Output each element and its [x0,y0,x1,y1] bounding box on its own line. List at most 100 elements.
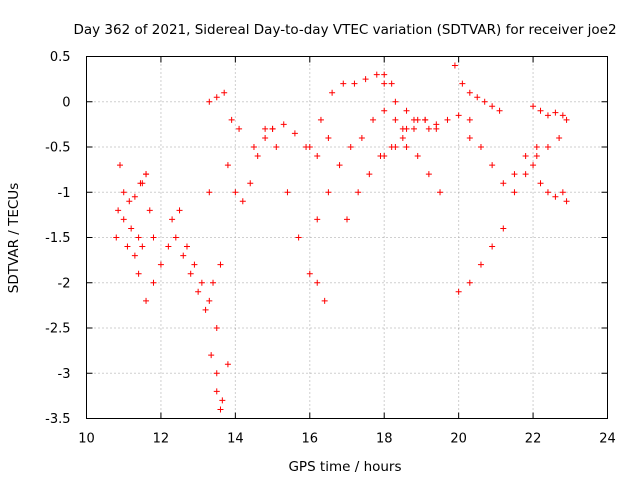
data-point [425,125,432,132]
data-point [198,279,205,286]
y-axis-label: SDTVAR / TECUs [6,183,22,293]
grid [86,56,608,419]
y-tick-label: -1.5 [45,231,70,246]
x-tick-label: 22 [525,432,542,447]
y-tick-label: -1 [58,186,71,201]
data-point [530,162,537,169]
data-point [399,125,406,132]
series-arc-7 [206,89,243,132]
data-point [210,279,217,286]
data-point [250,144,257,150]
data-point [455,288,462,295]
data-point [254,153,261,160]
data-point [489,162,496,169]
series-arc-2 [115,171,150,214]
data-point [466,116,473,123]
x-tick-label: 12 [153,432,170,447]
data-point [381,80,388,87]
data-point [146,207,153,214]
data-point [273,144,280,150]
data-point [115,207,122,214]
data-point [451,62,458,69]
x-tick-label: 16 [302,432,319,447]
data-point [563,198,570,205]
data-point [466,134,473,141]
data-point [500,180,507,187]
data-point [126,198,133,205]
data-point [336,162,343,169]
data-point [165,243,172,250]
data-point [195,288,202,295]
data-point [381,107,388,114]
data-point [314,279,321,286]
data-point [116,162,123,169]
data-point [392,116,399,123]
data-point [135,234,142,241]
y-tick-label: -2.5 [45,322,70,337]
x-tick-label: 14 [227,432,244,447]
data-point [314,216,321,223]
data-point [511,189,518,196]
x-axis-label: GPS time / hours [288,459,401,475]
data-point [325,189,332,196]
data-point [544,189,551,196]
series-arc-4 [139,171,157,241]
data-point [537,107,544,114]
data-point [403,144,410,150]
series-arc-13 [381,80,432,132]
data-point [481,98,488,105]
data-point [489,103,496,110]
data-point [563,116,570,123]
data-point [306,270,313,277]
data-point [202,306,209,313]
series-arc-3 [135,234,202,304]
series-arc-8 [206,189,224,413]
data-point [113,234,120,241]
series-arc-11 [269,121,332,160]
data-point [295,234,302,241]
data-point [206,98,213,105]
data-point [180,252,187,259]
data-point [466,89,473,96]
series-arc-21 [530,103,570,123]
data-point [433,125,440,132]
data-point [239,198,246,205]
series-arc-17 [399,112,473,132]
data-point [358,134,365,141]
data-point [183,243,190,250]
data-point [489,243,496,250]
data-point [139,180,146,187]
data-point [370,116,377,123]
series-arc-9 [217,125,276,268]
data-point [559,189,566,196]
data-marks [113,62,570,413]
data-point [191,261,198,268]
data-point [351,80,358,87]
data-point [410,125,417,132]
y-tick-label: 0.5 [50,50,71,65]
data-point [544,112,551,119]
data-point [325,134,332,141]
data-point [219,397,226,404]
data-point [213,325,220,331]
data-point [425,171,432,178]
data-point [403,107,410,114]
series-arc-14 [314,107,410,223]
data-point [466,279,473,286]
data-point [511,171,518,178]
data-point [459,80,466,87]
data-point [247,180,254,187]
data-point [262,125,269,132]
data-point [131,252,138,259]
series-arc-20 [466,134,540,187]
x-tick-label: 18 [376,432,393,447]
data-point [143,171,150,178]
data-point [236,125,243,132]
data-point [362,76,369,83]
data-point [533,153,540,160]
data-point [128,225,135,232]
axis-ticks: 10 12 14 16 18 20 22 24 -3.5 -3 -2.5 -2 -1.5 -1 -0.5 0 0… [45,50,616,447]
data-point [208,352,215,359]
series-arc-10 [250,125,328,304]
data-point [139,243,146,250]
